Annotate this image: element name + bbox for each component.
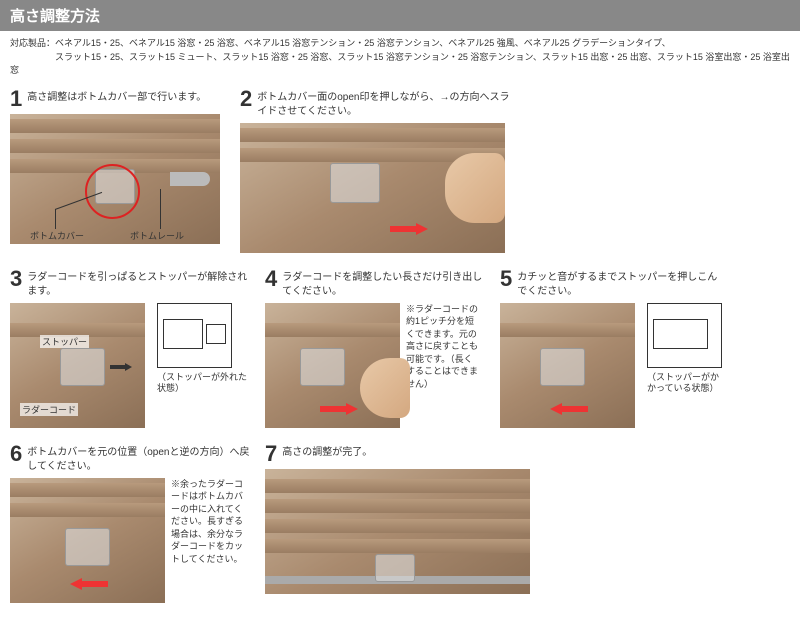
- highlight-circle: [85, 164, 140, 219]
- arrow-right-icon: [390, 223, 428, 235]
- diagram-caption: （ストッパーがかかっている状態）: [647, 372, 725, 395]
- step-note: ※ラダーコードの約1ピッチ分を短くできます。元の高さに戻すことも可能です。（長く…: [406, 303, 481, 391]
- step-number: 2: [240, 88, 252, 110]
- step-image: [240, 123, 505, 253]
- products-line2: スラット15・25、スラット15 ミュート、スラット15 浴窓・25 浴窓、スラ…: [10, 52, 790, 76]
- diagram-stopper-off: [157, 303, 232, 368]
- products-line1: ベネアル15・25、ベネアル15 浴窓・25 浴窓、ベネアル15 浴窓テンション…: [55, 38, 671, 48]
- step-image: [500, 303, 635, 428]
- diagram-caption: （ストッパーが外れた状態）: [157, 372, 255, 395]
- arrow-right-small-icon: [110, 363, 132, 371]
- step-text: ボトムカバー面のopen印を押しながら、→の方向へスライドさせてください。: [257, 88, 515, 119]
- step-number: 3: [10, 268, 22, 290]
- step-number: 6: [10, 443, 22, 465]
- step-text: ボトムカバーを元の位置（openと逆の方向）へ戻してください。: [27, 443, 255, 474]
- label-bottom-cover: ボトムカバー: [30, 229, 84, 242]
- step-note: ※余ったラダーコードはボトムカバーの中に入れてください。長すぎる場合は、余分なラ…: [171, 478, 246, 566]
- step-4: 4 ラダーコードを調整したい長さだけ引き出してください。 ※ラダーコードの約1ピ…: [265, 268, 490, 428]
- step-image: ストッパー ラダーコード: [10, 303, 145, 428]
- arrow-left-icon: [550, 403, 588, 415]
- step-image: [10, 478, 165, 603]
- products-label: 対応製品：: [10, 38, 55, 48]
- diagram-stopper-on: [647, 303, 722, 368]
- step-text: 高さ調整はボトムカバー部で行います。: [27, 88, 230, 105]
- arrow-left-icon: [70, 578, 108, 590]
- label-bottom-rail: ボトムレール: [130, 229, 184, 242]
- step-5: 5 カチッと音がするまでストッパーを押しこんでください。 （ストッパーがかかって…: [500, 268, 725, 428]
- label-ladder-cord: ラダーコード: [20, 403, 78, 416]
- step-7: 7 高さの調整が完了。: [265, 443, 540, 603]
- step-text: ラダーコードを引っぱるとストッパーが解除されます。: [27, 268, 255, 299]
- arrow-right-icon: [320, 403, 358, 415]
- step-3: 3 ラダーコードを引っぱるとストッパーが解除されます。 ストッパー ラダーコード…: [10, 268, 255, 428]
- step-text: カチッと音がするまでストッパーを押しこんでください。: [517, 268, 725, 299]
- step-image: [265, 469, 530, 594]
- step-text: ラダーコードを調整したい長さだけ引き出してください。: [282, 268, 490, 299]
- step-1: 1 高さ調整はボトムカバー部で行います。 ボトムカバー ボトムレール: [10, 88, 230, 253]
- product-list: 対応製品：ベネアル15・25、ベネアル15 浴窓・25 浴窓、ベネアル15 浴窓…: [0, 31, 800, 88]
- step-6: 6 ボトムカバーを元の位置（openと逆の方向）へ戻してください。 ※余ったラダ…: [10, 443, 255, 603]
- label-stopper: ストッパー: [40, 335, 89, 348]
- step-2: 2 ボトムカバー面のopen印を押しながら、→の方向へスライドさせてください。: [240, 88, 515, 253]
- step-number: 7: [265, 443, 277, 465]
- step-number: 1: [10, 88, 22, 110]
- step-image: ボトムカバー ボトムレール: [10, 114, 220, 244]
- page-title: 高さ調整方法: [0, 0, 800, 31]
- step-text: 高さの調整が完了。: [282, 443, 540, 460]
- step-number: 5: [500, 268, 512, 290]
- step-number: 4: [265, 268, 277, 290]
- step-image: [265, 303, 400, 428]
